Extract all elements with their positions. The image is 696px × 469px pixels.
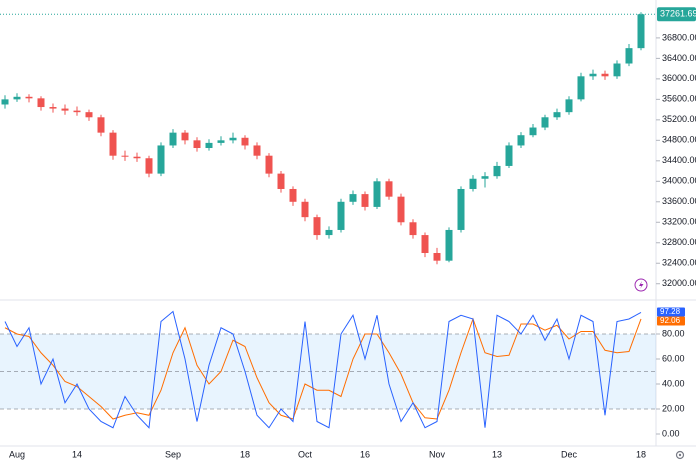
candle-body xyxy=(61,108,69,111)
candle-body xyxy=(469,178,477,189)
y-tick-label: 33600.00 xyxy=(662,196,696,206)
y-tick-label: 34400.00 xyxy=(662,155,696,165)
candle-body xyxy=(529,127,537,136)
last-price-label: 37261.69 xyxy=(660,9,696,19)
x-tick-label: 13 xyxy=(492,449,502,459)
y-tick-label: 80.00 xyxy=(662,328,685,338)
x-tick-label: 18 xyxy=(636,449,646,459)
candle-body xyxy=(265,155,273,174)
candle-body xyxy=(133,156,141,159)
candle-body xyxy=(625,48,633,64)
y-tick-label: 20.00 xyxy=(662,403,685,413)
candle-body xyxy=(229,137,237,141)
last-price-tag xyxy=(657,7,696,22)
line-series xyxy=(4,317,642,420)
x-tick-label: Nov xyxy=(429,449,446,459)
candle-body xyxy=(385,181,393,197)
candle-body xyxy=(169,132,177,146)
candle-body xyxy=(301,201,309,218)
y-tick-label: 0.00 xyxy=(662,428,680,438)
y-tick-label: 32000.00 xyxy=(662,278,696,288)
x-tick-label: 18 xyxy=(240,449,250,459)
candle-body xyxy=(553,112,561,118)
candle-body xyxy=(253,145,261,156)
y-tick-label: 36000.00 xyxy=(662,73,696,83)
candle-body xyxy=(193,140,201,149)
candle-body xyxy=(589,73,597,77)
line-series xyxy=(4,310,642,429)
candle-body xyxy=(13,96,21,100)
candle-body xyxy=(361,194,369,207)
value-tag xyxy=(657,307,685,317)
candle-body xyxy=(397,196,405,223)
candle-body xyxy=(517,135,525,146)
candle-body xyxy=(157,145,165,174)
candle-body xyxy=(325,229,333,236)
y-tick-label: 36400.00 xyxy=(662,53,696,63)
y-tick-label: 35600.00 xyxy=(662,94,696,104)
candle-body xyxy=(37,98,45,108)
y-tick-label: 60.00 xyxy=(662,353,685,363)
candle-body xyxy=(481,176,489,179)
candle-body xyxy=(613,63,621,77)
candle-body xyxy=(181,132,189,141)
y-tick-label: 36800.00 xyxy=(662,32,696,42)
candle-body xyxy=(217,140,225,143)
alert-icon[interactable] xyxy=(634,278,648,292)
candle-body xyxy=(205,142,213,149)
candle-body xyxy=(85,112,93,118)
candle-body xyxy=(289,188,297,202)
settings-icon[interactable] xyxy=(675,450,685,460)
candle-body xyxy=(1,99,9,105)
y-tick-label: 34000.00 xyxy=(662,176,696,186)
candle-body xyxy=(433,253,441,261)
candle-body xyxy=(601,73,609,77)
value-tag-label: 97.28 xyxy=(660,307,681,316)
x-tick-label: Aug xyxy=(9,449,25,459)
candle-body xyxy=(409,222,417,236)
x-tick-label: Oct xyxy=(298,449,313,459)
candle-body xyxy=(373,181,381,207)
candle-body xyxy=(97,117,105,133)
candle-body xyxy=(493,165,501,177)
candle-body xyxy=(637,14,645,49)
value-tag-label: 92.06 xyxy=(660,316,681,325)
candle-body xyxy=(109,132,117,156)
candle-body xyxy=(457,188,465,230)
y-tick-label: 35200.00 xyxy=(662,114,696,124)
candle-body xyxy=(241,137,249,146)
candle-body xyxy=(313,217,321,236)
y-tick-label: 40.00 xyxy=(662,378,685,388)
value-tag xyxy=(657,316,685,326)
y-tick-label: 34800.00 xyxy=(662,135,696,145)
candle-body xyxy=(421,235,429,254)
y-tick-label: 33200.00 xyxy=(662,217,696,227)
x-tick-label: Dec xyxy=(561,449,578,459)
candle-body xyxy=(337,201,345,230)
y-tick-label: 32800.00 xyxy=(662,237,696,247)
candle-body xyxy=(445,229,453,261)
candle-body xyxy=(577,76,585,100)
x-tick-label: Sep xyxy=(165,449,181,459)
candle-body xyxy=(73,110,81,113)
candle-body xyxy=(121,155,129,157)
candle-body xyxy=(541,117,549,128)
candle-body xyxy=(49,107,57,109)
candle-body xyxy=(25,96,33,99)
x-tick-label: 16 xyxy=(360,449,370,459)
candle-body xyxy=(349,194,357,202)
candle-body xyxy=(565,99,573,113)
x-tick-label: 14 xyxy=(72,449,82,459)
candle-body xyxy=(505,145,513,166)
candle-body xyxy=(277,173,285,189)
candle-body xyxy=(145,158,153,174)
y-tick-label: 32400.00 xyxy=(662,258,696,268)
